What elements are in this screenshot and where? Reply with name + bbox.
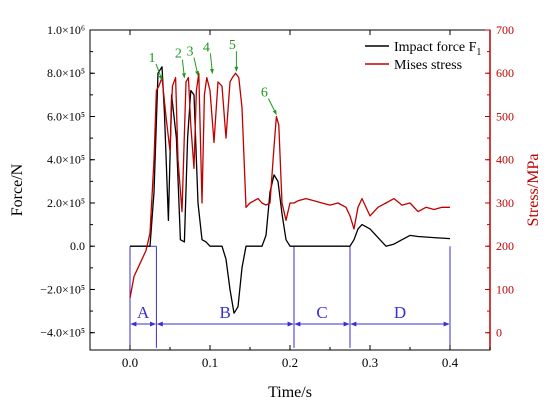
series-layer: [129, 66, 451, 314]
y-tick-label: −2.0×10⁵: [40, 282, 85, 296]
axis-layer: 0.0 0.1 0.2 0.3 0.4 −4.0×10⁵ −2.0×10⁵ 0.0 2.0×10…: [40, 23, 514, 370]
y-tick-label: 2.0×10⁵: [47, 196, 85, 210]
y-tick-label: 6.0×10⁵: [47, 109, 85, 123]
x-tick-label: 0.3: [362, 355, 378, 370]
x-tick-label: 0.2: [282, 355, 298, 370]
y2-tick-label: 200: [496, 239, 514, 253]
peak-label: 6: [261, 85, 268, 100]
phase-label: B: [220, 303, 231, 322]
y2-tick-label: 300: [496, 196, 514, 210]
force-series-line: [130, 66, 451, 314]
y2-tick-label: 100: [496, 282, 514, 296]
x-tick-label: 0.0: [122, 355, 138, 370]
peak-label: 3: [187, 45, 194, 60]
y-tick-label: 1.0×10⁶: [47, 23, 85, 37]
peak-arrow: [267, 98, 277, 115]
legend-force-label: Impact force F1: [394, 40, 481, 58]
peak-label: 2: [175, 47, 182, 62]
y-tick-label: 8.0×10⁵: [47, 66, 85, 80]
phase-label: D: [394, 303, 406, 322]
peak-arrow: [155, 63, 163, 81]
y-tick-label: 4.0×10⁵: [47, 153, 85, 167]
peak-label: 5: [229, 38, 236, 53]
x-axis-label: Time/s: [268, 384, 312, 401]
phase-label: A: [137, 303, 150, 322]
legend: Impact force F1 Mises stress: [365, 40, 481, 73]
y-tick-label: 0.0: [70, 239, 85, 253]
phase-label: C: [316, 303, 327, 322]
y2-tick-label: 700: [496, 23, 514, 37]
legend-force-name: Impact force F: [394, 40, 477, 55]
plot-frame: [89, 29, 491, 351]
y2-tick-label: 600: [496, 66, 514, 80]
legend-stress-label: Mises stress: [394, 58, 462, 73]
y2-tick-label: 400: [496, 153, 514, 167]
peak-arrow: [193, 57, 199, 77]
peak-arrow: [181, 59, 186, 79]
legend-force-subscript: 1: [476, 47, 481, 58]
x-tick-label: 0.4: [442, 355, 459, 370]
y2-axis-label: Stress/MPa: [525, 154, 542, 227]
y-tick-label: −4.0×10⁵: [40, 326, 85, 340]
x-tick-label: 0.1: [202, 355, 218, 370]
y-axis-label: Force/N: [9, 163, 26, 216]
y2-tick-label: 500: [496, 109, 514, 123]
annotation-layer: 1 2 3 4 5 6: [149, 38, 277, 115]
peak-label: 1: [149, 51, 156, 66]
stress-series-line: [129, 72, 450, 299]
peak-label: 4: [203, 40, 210, 55]
y2-tick-label: 0: [496, 326, 502, 340]
peak-arrow: [209, 53, 214, 74]
